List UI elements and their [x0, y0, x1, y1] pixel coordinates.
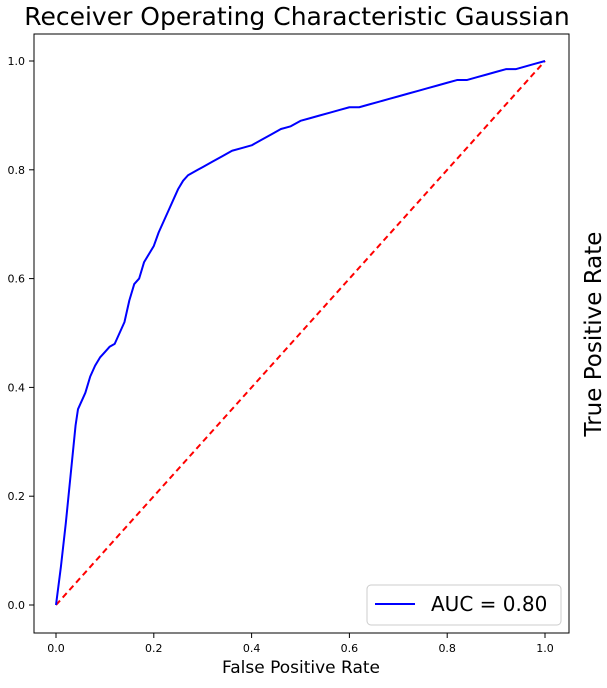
- y-tick-label: 0.4: [8, 381, 26, 394]
- x-axis-label: False Positive Rate: [222, 658, 380, 678]
- x-axis-ticks: 0.0 0.2 0.4 0.6 0.8 1.0: [47, 633, 554, 655]
- x-tick-label: 0.0: [47, 642, 65, 655]
- x-tick-label: 0.8: [438, 642, 456, 655]
- y-tick-label: 1.0: [8, 55, 26, 68]
- x-tick-label: 0.2: [145, 642, 163, 655]
- y-axis-ticks: 0.0 0.2 0.4 0.6 0.8 1.0: [8, 55, 34, 612]
- x-tick-label: 0.6: [341, 642, 359, 655]
- y-tick-label: 0.0: [8, 599, 26, 612]
- y-axis-label: True Positive Rate: [581, 232, 607, 438]
- y-tick-label: 0.6: [8, 273, 26, 286]
- chart-title: Receiver Operating Characteristic Gaussi…: [24, 2, 570, 31]
- chance-diagonal-line: [55, 60, 546, 606]
- series-layer: [55, 60, 546, 606]
- y-tick-label: 0.8: [8, 164, 26, 177]
- legend-box: [366, 584, 562, 626]
- legend: AUC = 0.80: [366, 584, 562, 626]
- y-tick-label: 0.2: [8, 490, 26, 503]
- x-tick-label: 0.4: [243, 642, 261, 655]
- roc-curve-line: [55, 60, 546, 606]
- plot-area: [33, 33, 570, 634]
- plot-frame: [33, 33, 570, 634]
- legend-label-auc: AUC = 0.80: [431, 592, 547, 616]
- x-tick-label: 1.0: [536, 642, 554, 655]
